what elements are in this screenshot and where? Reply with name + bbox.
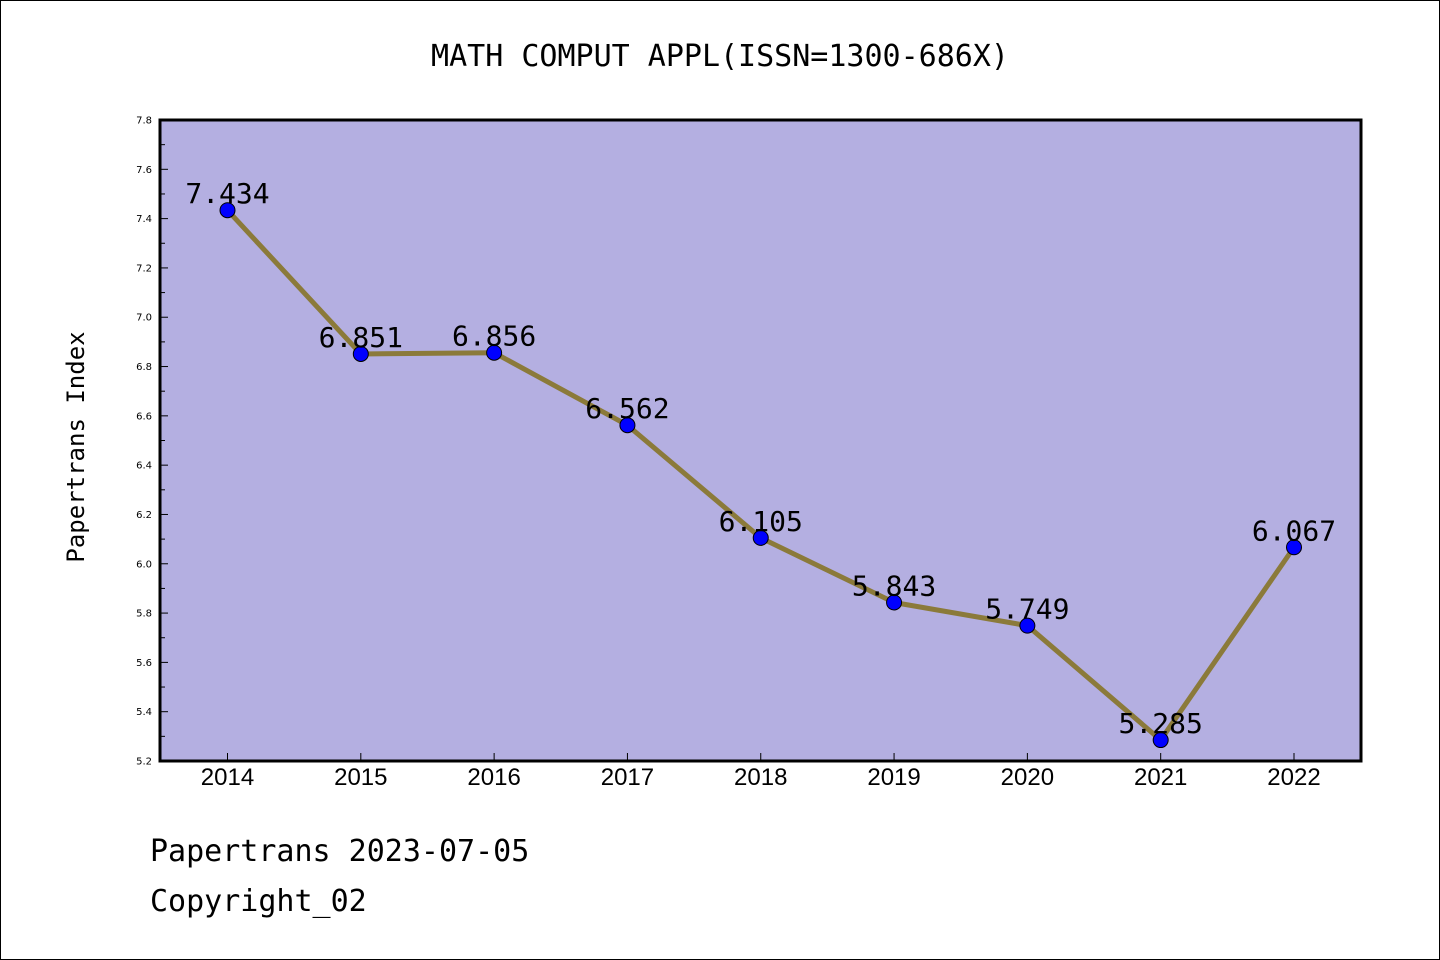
data-label: 5.843 (852, 569, 936, 602)
data-label: 6.105 (719, 505, 803, 538)
data-point (1286, 539, 1302, 556)
y-tick-label: 7.8 (136, 116, 152, 127)
y-axis-label: Papertrans Index (62, 331, 90, 562)
y-axis-ticks: 5.2 5.4 5.6 5.8 6.0 6.2 6.4 6.6 6.8 7.0 7.2 7.4 7.6 7… (136, 116, 168, 768)
x-tick-label: 2020 (1001, 764, 1054, 791)
data-point (1152, 732, 1169, 749)
data-label: 5.285 (1119, 707, 1203, 740)
data-point (886, 594, 903, 611)
data-label: 6.851 (319, 321, 403, 354)
data-point (352, 345, 369, 362)
y-tick-label: 7.0 (136, 313, 152, 324)
data-point (219, 202, 236, 219)
y-tick-label: 6.0 (136, 559, 152, 570)
y-tick-label: 7.4 (136, 214, 152, 225)
data-markers (219, 202, 1302, 749)
x-tick-label: 2021 (1134, 764, 1187, 791)
y-tick-label: 5.8 (136, 609, 152, 620)
plot-area (160, 120, 1361, 761)
x-tick-label: 2015 (334, 764, 387, 791)
data-point (1019, 617, 1036, 634)
x-tick-label: 2019 (867, 764, 920, 791)
data-labels: 7.434 6.851 6.856 6.562 6.105 5.843 5.749 5.285… (185, 177, 1336, 740)
data-point (752, 529, 769, 546)
chart-title: MATH COMPUT APPL(ISSN=1300-686X) (431, 39, 1009, 74)
data-label: 7.434 (185, 177, 269, 210)
x-tick-label: 2022 (1267, 764, 1320, 791)
plot-border (158, 118, 1363, 763)
data-point (619, 417, 636, 434)
data-label: 6.856 (452, 320, 536, 353)
y-tick-label: 5.6 (136, 658, 152, 669)
x-tick-label: 2016 (467, 764, 520, 791)
data-point (486, 344, 503, 361)
x-tick-label: 2014 (201, 764, 254, 791)
x-tick-label: 2017 (601, 764, 654, 791)
y-tick-label: 6.6 (136, 411, 152, 422)
y-tick-label: 6.2 (136, 510, 152, 521)
y-tick-label: 5.2 (136, 757, 152, 768)
y-tick-label: 7.6 (136, 165, 152, 176)
footer-copyright: Copyright_02 (150, 884, 367, 919)
data-label: 6.067 (1252, 514, 1336, 547)
y-tick-label: 7.2 (136, 263, 152, 274)
data-label: 5.749 (985, 593, 1069, 626)
y-tick-label: 6.8 (136, 362, 152, 373)
y-tick-label: 5.4 (136, 707, 152, 718)
y-tick-label: 6.4 (136, 461, 152, 472)
x-axis-ticks: 2014 2015 2016 2017 2018 2019 2020 2021 2022 (201, 753, 1321, 791)
data-label: 6.562 (585, 392, 669, 425)
footer-date: Papertrans 2023-07-05 (150, 834, 530, 869)
x-tick-label: 2018 (734, 764, 787, 791)
